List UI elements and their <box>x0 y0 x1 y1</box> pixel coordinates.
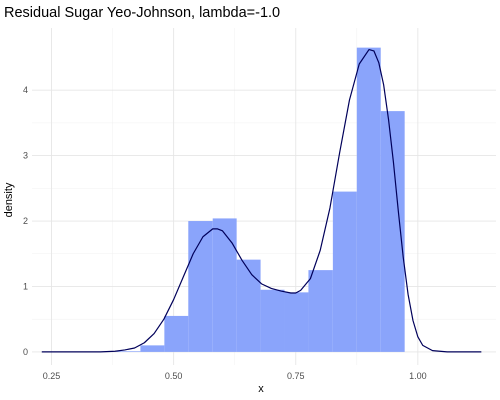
histogram-bar <box>140 345 165 352</box>
chart-title: Residual Sugar Yeo-Johnson, lambda=-1.0 <box>4 5 280 21</box>
histogram-bar <box>356 47 381 352</box>
x-tick-label: 0.75 <box>287 371 305 381</box>
histogram-bar <box>260 289 285 352</box>
density-curve-layer <box>41 48 482 353</box>
histogram-bar <box>284 292 309 352</box>
x-tick-label: 0.50 <box>165 371 183 381</box>
x-axis-ticks: 0.25 0.50 0.75 1.00 <box>43 371 427 381</box>
y-axis-ticks: 0 1 2 3 4 <box>23 85 28 357</box>
histogram-bar <box>236 259 261 352</box>
y-tick-label: 4 <box>23 85 28 95</box>
x-axis-title: x <box>258 383 264 395</box>
histogram-bars <box>116 47 405 352</box>
histogram-bar <box>188 221 213 352</box>
y-tick-label: 1 <box>23 281 28 291</box>
x-tick-label: 1.00 <box>409 371 427 381</box>
density-curve <box>41 48 482 353</box>
histogram-bar <box>164 315 189 352</box>
histogram-bar <box>212 218 237 352</box>
histogram-bar <box>116 351 141 352</box>
histogram-bar <box>332 191 357 352</box>
histogram-bar <box>380 111 405 352</box>
y-tick-label: 2 <box>23 216 28 226</box>
y-tick-label: 0 <box>23 347 28 357</box>
histogram-bar <box>308 270 333 352</box>
x-tick-label: 0.25 <box>43 371 61 381</box>
y-axis-title: density <box>3 182 15 217</box>
y-tick-label: 3 <box>23 151 28 161</box>
